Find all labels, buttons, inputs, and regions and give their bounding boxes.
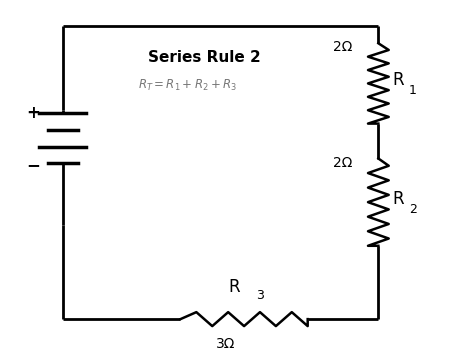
Text: +: + — [27, 104, 40, 122]
Text: R: R — [392, 71, 404, 89]
Text: Series Rule 2: Series Rule 2 — [147, 50, 260, 65]
Text: 2: 2 — [409, 203, 417, 215]
Text: R: R — [392, 190, 404, 208]
Text: −: − — [27, 156, 40, 174]
Text: 2Ω: 2Ω — [333, 40, 353, 55]
Text: 3Ω: 3Ω — [216, 337, 235, 351]
Text: $R_T = R_1 + R_2 + R_3$: $R_T = R_1 + R_2 + R_3$ — [138, 78, 237, 93]
Text: 3: 3 — [256, 289, 264, 302]
Text: 2Ω: 2Ω — [333, 156, 353, 170]
Text: 1: 1 — [409, 84, 417, 97]
Text: R: R — [229, 278, 240, 296]
